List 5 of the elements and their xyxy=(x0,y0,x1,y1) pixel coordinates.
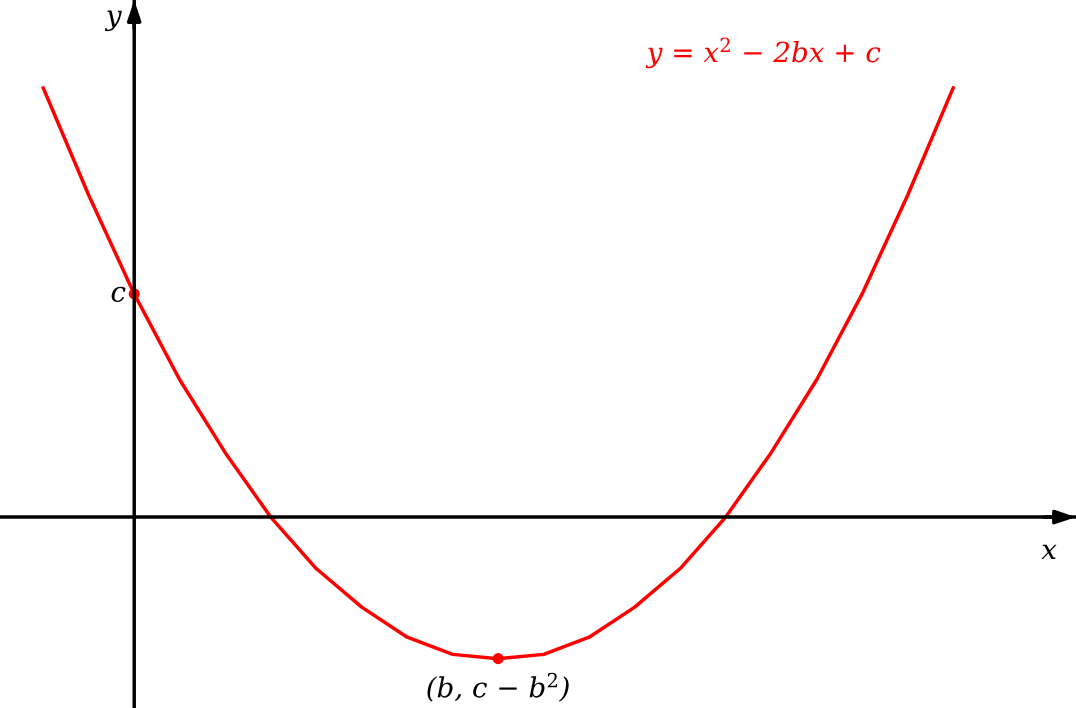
y-axis-title: y xyxy=(104,10,122,32)
text: (b, c − b$^{2}$) xyxy=(427,672,569,702)
x-axis-title: x xyxy=(1041,544,1057,560)
text: y = x$^{2}$ − 2bx + c xyxy=(645,37,881,69)
annotation: c xyxy=(111,286,126,302)
